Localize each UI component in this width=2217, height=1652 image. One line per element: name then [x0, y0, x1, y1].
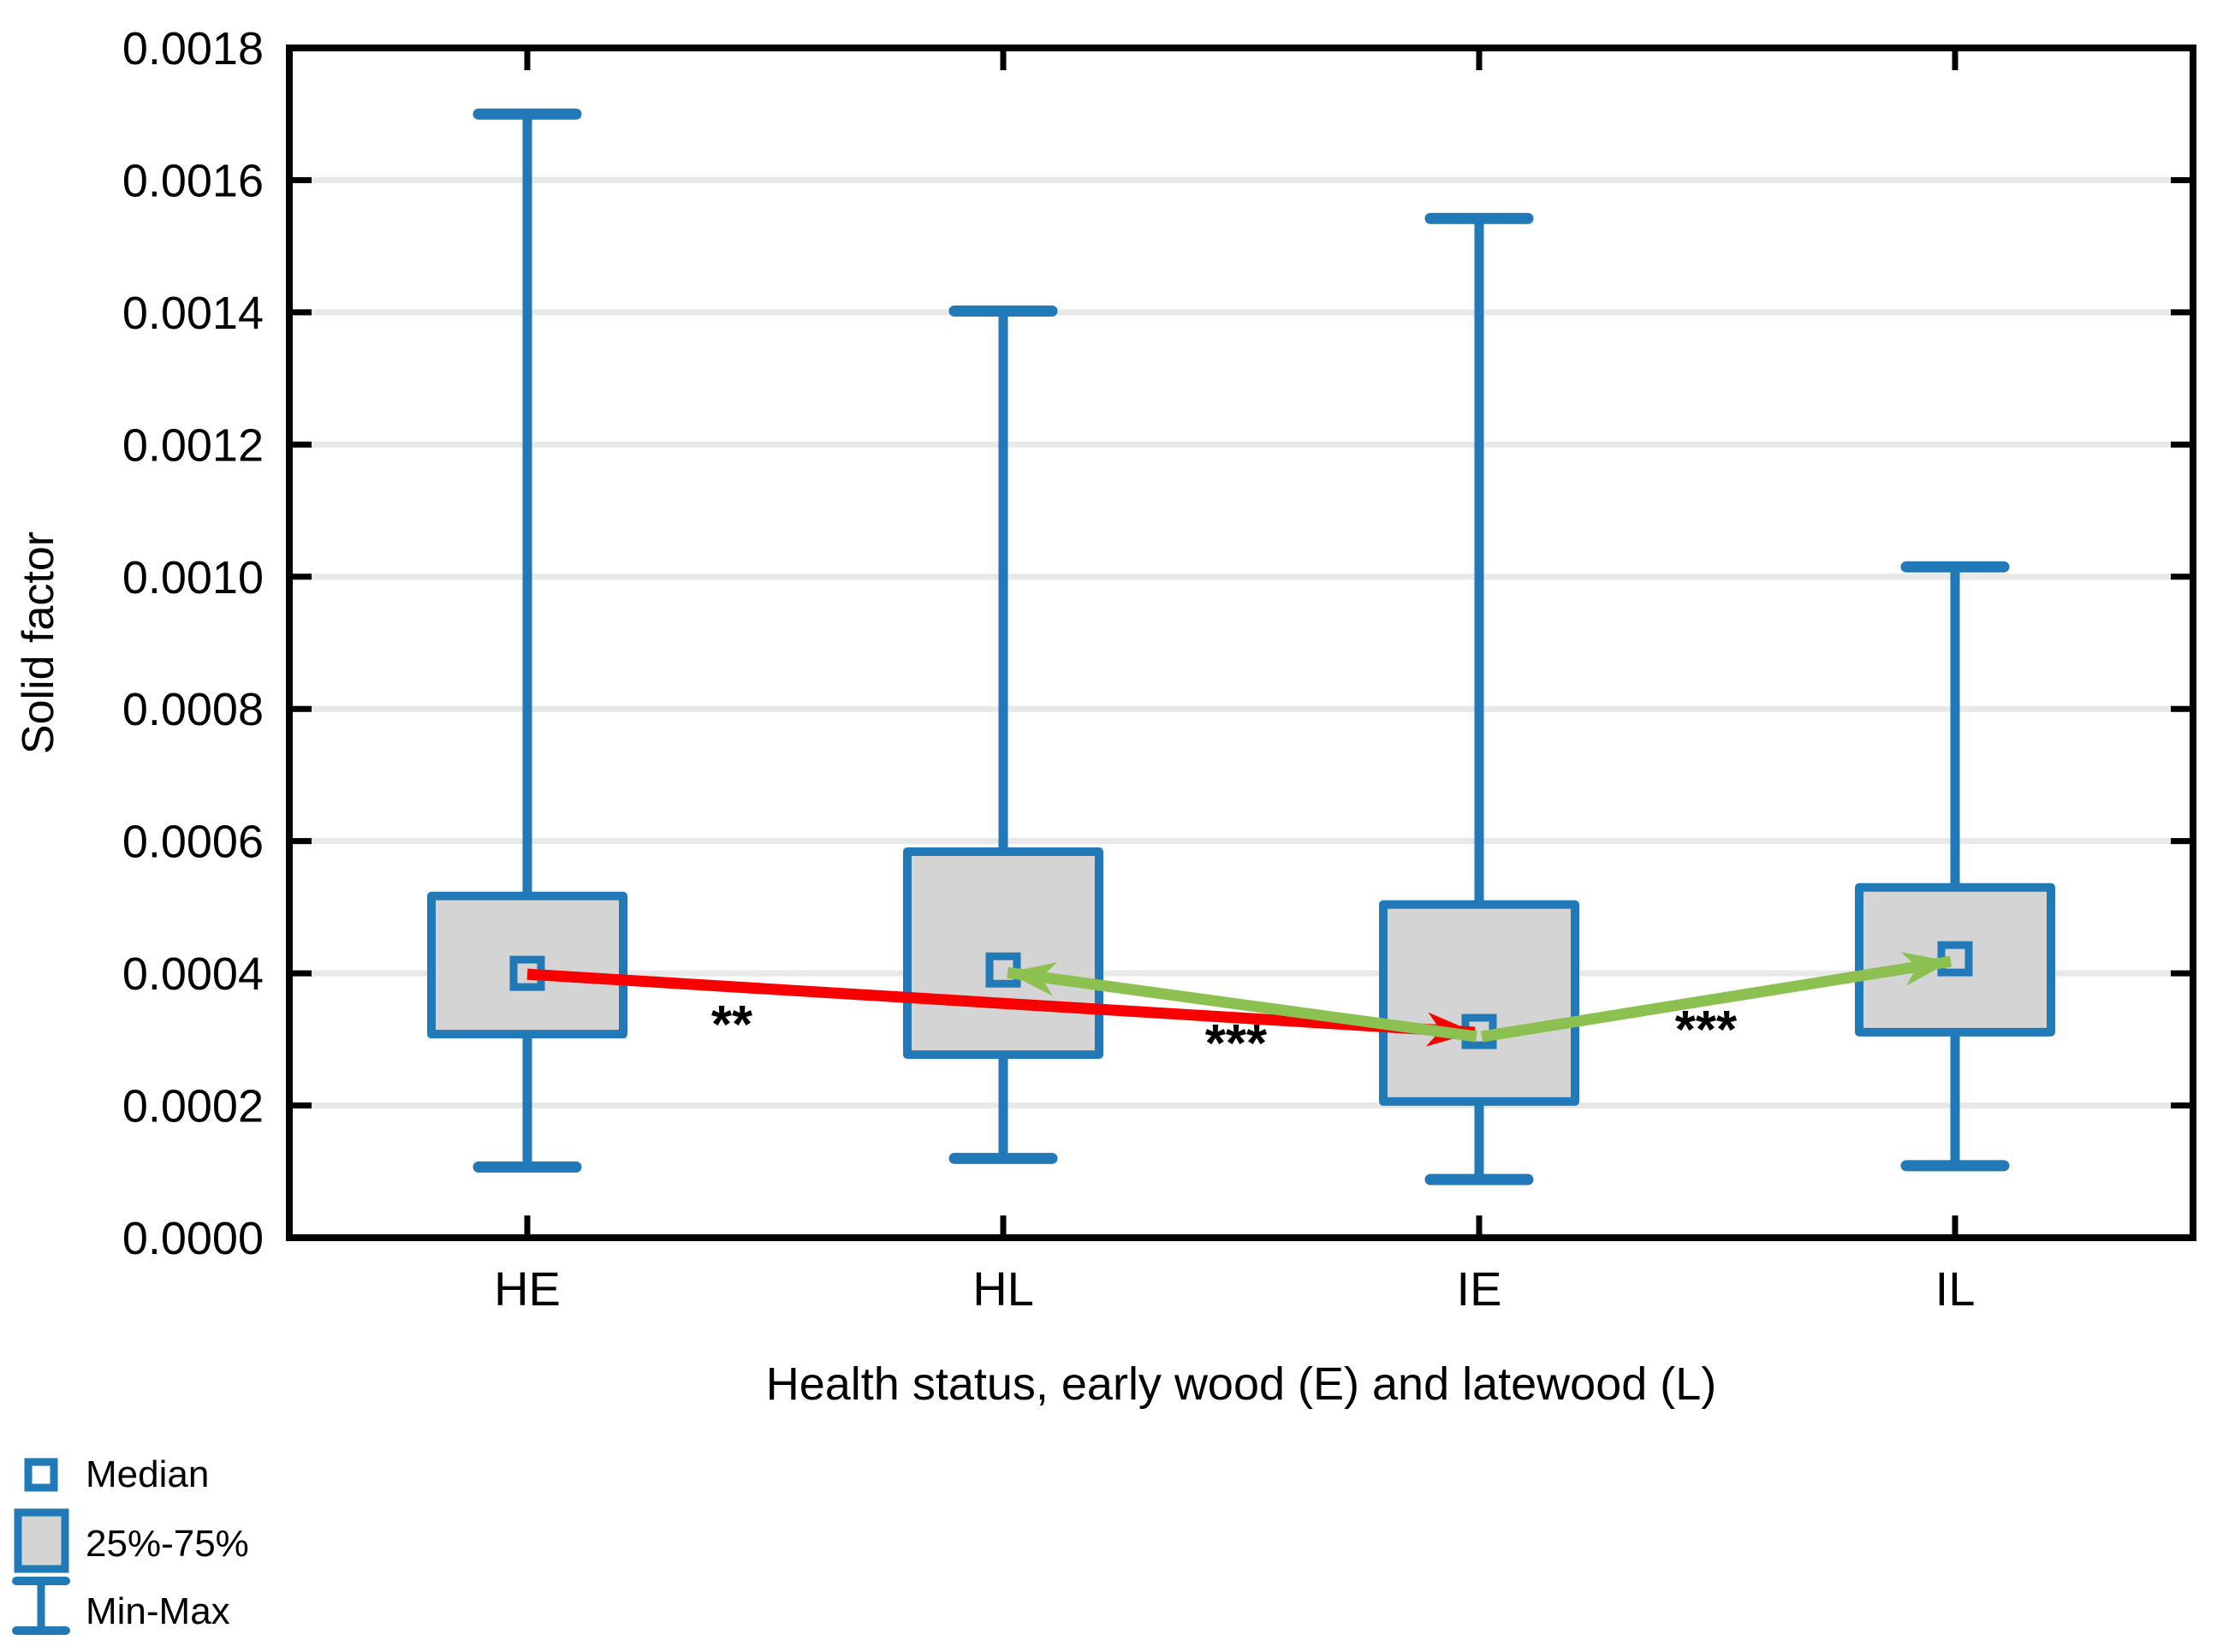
significance-label-HE-HL: **: [711, 995, 753, 1055]
x-category-label: IL: [1935, 1262, 1976, 1316]
y-axis-tick-labels: 0.0000 0.0002 0.0004 0.0006 0.0008 0.0010 0.00…: [122, 23, 264, 1264]
box-series-group: [427, 108, 2055, 1186]
box-series-HE: [427, 108, 627, 1173]
legend-label-minmax-whisker: Min-Max: [86, 1590, 230, 1632]
x-category-label: IE: [1457, 1262, 1502, 1316]
y-tick-label: 0.0002: [122, 1081, 264, 1132]
significance-label-IE-IL: ***: [1675, 1001, 1738, 1060]
significance-label-HL-IE: ***: [1205, 1014, 1268, 1073]
y-tick-label: 0.0004: [122, 948, 264, 1000]
plot-border: [286, 45, 2196, 1241]
y-tick-label: 0.0012: [122, 419, 264, 471]
legend-item-median-square: Median: [24, 1453, 209, 1495]
y-tick-label: 0.0016: [122, 155, 264, 206]
y-axis-title: Solid factor: [14, 532, 63, 754]
iqr-box-IL: [1855, 882, 2055, 1037]
iqr-box-HE: [427, 891, 627, 1039]
y-tick-label: 0.0008: [122, 684, 264, 735]
iqr-box-IE: [1379, 900, 1579, 1106]
x-axis-title: Health status, early wood (E) and latewo…: [766, 1358, 1717, 1410]
legend-label-iqr-box: 25%-75%: [86, 1523, 249, 1565]
legend-item-iqr-box: 25%-75%: [14, 1508, 249, 1573]
legend-label-median-square: Median: [86, 1453, 209, 1495]
y-tick-label: 0.0010: [122, 552, 264, 603]
arrow-IE-HL: [1007, 962, 1477, 1043]
x-category-label: HL: [972, 1262, 1034, 1316]
arrow-IE-IL: [1480, 952, 1953, 1043]
y-tick-label: 0.0014: [122, 288, 264, 339]
legend-iqr-box-icon: [14, 1508, 69, 1573]
arrow-HE-IE: [526, 968, 1476, 1047]
y-tick-label: 0.0018: [122, 23, 264, 74]
y-tick-label: 0.0000: [122, 1213, 264, 1264]
comparison-arrows: [526, 952, 1953, 1047]
legend-item-minmax-whisker: Min-Max: [12, 1577, 230, 1635]
box-series-IE: [1379, 212, 1579, 1186]
x-axis-category-labels: HE HL IE IL: [494, 1262, 1975, 1316]
legend: Median 25%-75% Min-Max: [12, 1453, 249, 1635]
x-category-label: HE: [494, 1262, 561, 1316]
box-series-IL: [1855, 561, 2055, 1172]
box-series-HL: [903, 305, 1103, 1164]
significance-labels: ** *** ***: [711, 995, 1738, 1073]
legend-median-square-icon: [24, 1458, 58, 1492]
y-tick-label: 0.0006: [122, 817, 264, 868]
axis-ticks: [293, 51, 2190, 1234]
